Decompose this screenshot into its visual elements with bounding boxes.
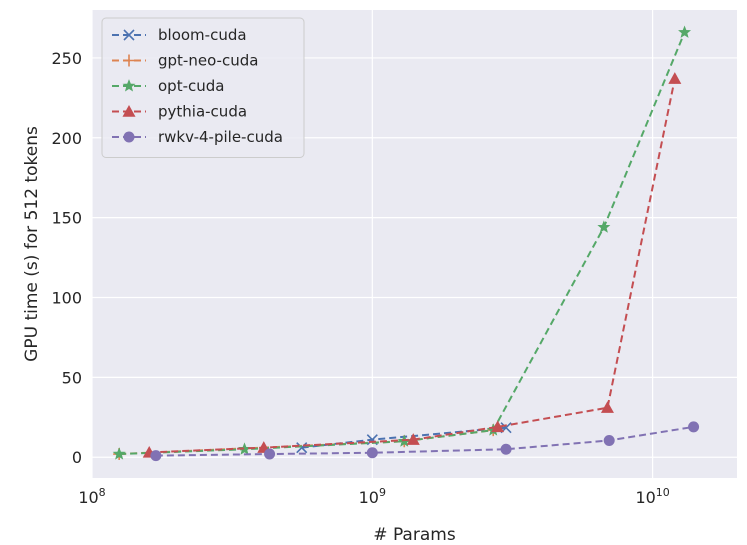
y-tick-label-4: 200: [51, 129, 82, 148]
point-pythia-cuda-4: [600, 401, 614, 413]
legend: bloom-cuda gpt-neo-cuda opt-cuda pythia-cud…: [101, 17, 305, 158]
x-tick-labels: 108 109 1010: [78, 486, 669, 507]
y-tick-label-2: 100: [51, 289, 82, 308]
legend-label-pythia-cuda: pythia-cuda: [158, 103, 247, 121]
series-line-opt-cuda: [119, 31, 686, 456]
legend-marker-rwkv-4-pile-cuda: [123, 131, 135, 143]
y-tick-label-3: 150: [51, 209, 82, 228]
point-opt-cuda-5: [678, 25, 692, 38]
y-tick-labels: 0 50 100 150 200 250: [51, 49, 82, 467]
point-bloom-cuda-0: [296, 442, 308, 454]
point-opt-cuda-0: [112, 447, 126, 460]
legend-frame: [101, 17, 305, 158]
legend-marker-gpt-neo-cuda: [123, 54, 135, 67]
legend-label-opt-cuda: opt-cuda: [158, 77, 224, 95]
x-tick-label-0: 108: [78, 486, 105, 507]
y-axis-label: GPU time (s) for 512 tokens: [22, 126, 42, 362]
point-pythia-cuda-2: [406, 433, 420, 445]
legend-entry-rwkv-4-pile-cuda: rwkv-4-pile-cuda: [112, 128, 283, 146]
series-layer: [112, 25, 700, 462]
legend-entry-opt-cuda: opt-cuda: [112, 77, 224, 95]
point-rwkv-4-pile-cuda-1: [264, 448, 276, 460]
legend-entry-bloom-cuda: bloom-cuda: [112, 26, 247, 44]
legend-entry-gpt-neo-cuda: gpt-neo-cuda: [112, 52, 258, 70]
point-rwkv-4-pile-cuda-2: [366, 447, 378, 459]
legend-entry-pythia-cuda: pythia-cuda: [112, 103, 247, 121]
legend-label-bloom-cuda: bloom-cuda: [158, 26, 247, 44]
legend-marker-pythia-cuda: [122, 105, 136, 117]
point-rwkv-4-pile-cuda-0: [150, 450, 162, 462]
point-rwkv-4-pile-cuda-3: [500, 443, 512, 455]
legend-label-rwkv-4-pile-cuda: rwkv-4-pile-cuda: [158, 128, 283, 146]
point-opt-cuda-4: [597, 220, 611, 233]
series-line-pythia-cuda: [149, 78, 676, 454]
legend-marker-bloom-cuda: [123, 29, 135, 41]
legend-label-gpt-neo-cuda: gpt-neo-cuda: [158, 52, 258, 70]
point-rwkv-4-pile-cuda-4: [603, 434, 615, 446]
y-tick-label-0: 0: [72, 448, 82, 467]
series-rwkv-4-pile-cuda: [150, 421, 700, 462]
series-line-rwkv-4-pile-cuda: [155, 425, 694, 457]
x-tick-label-2: 1010: [635, 486, 669, 507]
grid: [91, 10, 737, 478]
x-tick-label-1: 109: [359, 486, 386, 507]
y-tick-label-5: 250: [51, 49, 82, 68]
x-axis-label: # Params: [373, 525, 456, 545]
point-rwkv-4-pile-cuda-5: [688, 421, 700, 433]
point-pythia-cuda-5: [668, 72, 682, 84]
legend-marker-opt-cuda: [122, 79, 136, 92]
y-tick-label-1: 50: [62, 368, 82, 387]
point-pythia-cuda-3: [491, 420, 505, 433]
